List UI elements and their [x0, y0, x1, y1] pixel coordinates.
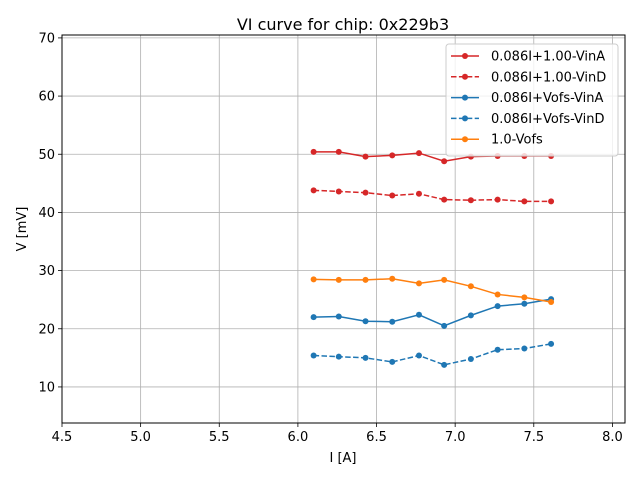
y-tick-label: 30 — [38, 264, 55, 279]
data-point — [548, 198, 555, 205]
series-2 — [310, 187, 555, 205]
data-point — [521, 300, 528, 307]
x-tick-label: 5.5 — [209, 430, 230, 445]
data-point — [389, 318, 396, 325]
data-point — [415, 190, 422, 197]
data-point — [415, 311, 422, 318]
series-line — [313, 298, 552, 327]
data-point — [494, 303, 501, 310]
data-point — [389, 358, 396, 365]
data-point — [310, 276, 317, 283]
y-tick-label: 40 — [38, 206, 55, 221]
data-point — [362, 153, 369, 160]
series-group — [310, 148, 555, 368]
series-4 — [310, 340, 555, 368]
y-tick-label: 60 — [38, 90, 55, 105]
data-point — [415, 352, 422, 359]
x-tick-label: 6.0 — [288, 430, 309, 445]
legend-label: 0.086I+1.00-VinA — [491, 50, 605, 65]
y-tick-label: 50 — [38, 148, 55, 163]
legend-item: 0.086I+1.00-VinD — [451, 70, 606, 85]
legend-swatch-marker — [462, 73, 468, 80]
legend-swatch-marker — [462, 53, 468, 59]
data-point — [467, 312, 474, 319]
data-point — [494, 346, 501, 353]
data-point — [389, 152, 396, 159]
x-tick-label: 8.0 — [602, 430, 623, 445]
data-point — [441, 196, 448, 203]
x-tick-label: 7.0 — [445, 430, 466, 445]
data-point — [335, 148, 342, 155]
data-point — [467, 356, 474, 363]
series-line — [313, 277, 552, 303]
data-point — [521, 345, 528, 352]
data-point — [467, 283, 474, 290]
data-point — [389, 275, 396, 282]
data-point — [335, 353, 342, 360]
legend-item: 1.0-Vofs — [451, 133, 543, 148]
x-tick-label: 5.0 — [130, 430, 151, 445]
data-point — [310, 314, 317, 321]
legend-item: 0.086I+Vofs-VinA — [451, 91, 604, 106]
data-point — [415, 150, 422, 157]
legend-swatch-marker — [462, 115, 468, 122]
y-tick-label: 10 — [38, 380, 55, 395]
series-5 — [310, 275, 555, 306]
data-point — [441, 322, 448, 329]
data-point — [310, 187, 317, 194]
x-tick-label: 7.5 — [523, 430, 544, 445]
legend-label: 1.0-Vofs — [491, 133, 543, 148]
data-point — [494, 291, 501, 298]
chart-title: VI curve for chip: 0x229b3 — [237, 15, 449, 34]
legend-label: 0.086I+Vofs-VinA — [491, 91, 604, 106]
data-point — [362, 354, 369, 361]
data-point — [415, 280, 422, 287]
data-point — [389, 192, 396, 199]
plot-frame — [61, 34, 626, 424]
legend-swatch-marker — [462, 136, 468, 143]
x-axis-label: I [A] — [329, 451, 356, 466]
legend-label: 0.086I+1.00-VinD — [491, 70, 606, 85]
y-axis-label: V [mV] — [15, 207, 30, 252]
legend-label: 0.086I+Vofs-VinD — [491, 112, 605, 127]
legend-box — [445, 43, 619, 157]
data-point — [548, 340, 555, 347]
legend: 0.086I+1.00-VinA 0.086I+1.00-VinD 0.086I+V… — [445, 43, 619, 157]
data-point — [548, 299, 555, 306]
x-tick-label: 4.5 — [52, 430, 73, 445]
data-point — [335, 276, 342, 283]
data-point — [521, 294, 528, 301]
series-line — [313, 189, 552, 203]
data-point — [521, 198, 528, 205]
y-tick-label: 70 — [38, 31, 55, 46]
data-point — [441, 276, 448, 283]
data-point — [362, 189, 369, 196]
data-point — [362, 318, 369, 325]
x-tick-label: 6.5 — [366, 430, 387, 445]
data-point — [441, 361, 448, 368]
x-axis-ticks: 4.5 5.0 5.5 6.0 6.5 7.0 7.5 8.0 — [52, 423, 623, 445]
data-point — [310, 352, 317, 359]
data-point — [335, 313, 342, 320]
data-point — [310, 148, 317, 155]
legend-item: 0.086I+1.00-VinA — [451, 50, 605, 65]
y-tick-label: 20 — [38, 322, 55, 337]
y-axis-ticks: 10 20 30 40 50 60 70 — [38, 31, 62, 395]
legend-swatch-marker — [462, 94, 468, 101]
data-point — [362, 276, 369, 283]
data-point — [494, 196, 501, 203]
data-point — [467, 197, 474, 204]
data-point — [441, 158, 448, 165]
series-line — [313, 343, 552, 366]
data-point — [335, 188, 342, 195]
legend-item: 0.086I+Vofs-VinD — [451, 112, 605, 127]
